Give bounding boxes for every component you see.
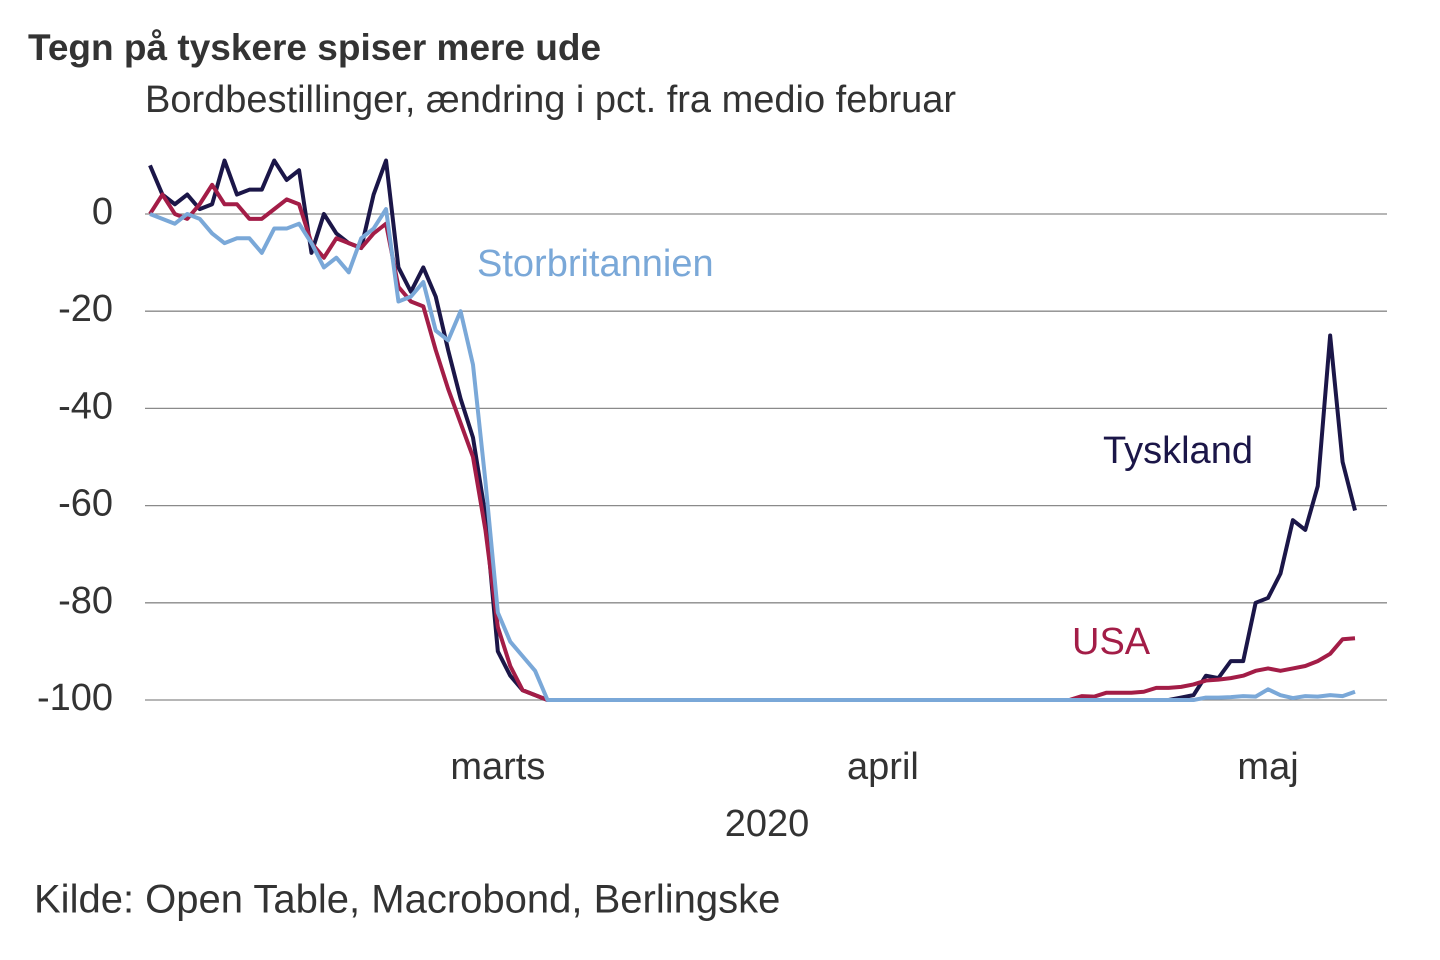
y-tick-label: -60	[58, 483, 113, 525]
chart-title: Tegn på tyskere spiser mere ude	[28, 27, 601, 68]
series-label: Storbritannien	[477, 243, 714, 285]
y-tick-label: -20	[58, 288, 113, 330]
series-label: USA	[1072, 621, 1151, 663]
series-label: Tyskland	[1103, 430, 1253, 472]
y-tick-label: -40	[58, 385, 113, 427]
x-tick-label: marts	[450, 746, 545, 788]
x-tick-label: april	[847, 746, 919, 788]
chart-subtitle: Bordbestillinger, ændring i pct. fra med…	[145, 79, 956, 121]
x-tick-label: maj	[1237, 746, 1298, 788]
series-line	[149, 207, 1356, 702]
x-axis-label: 2020	[725, 803, 810, 845]
y-tick-label: -80	[58, 580, 113, 622]
source-note: Kilde: Open Table, Macrobond, Berlingske	[34, 878, 780, 922]
y-tick-label: 0	[92, 191, 113, 233]
y-tick-label: -100	[37, 677, 113, 719]
